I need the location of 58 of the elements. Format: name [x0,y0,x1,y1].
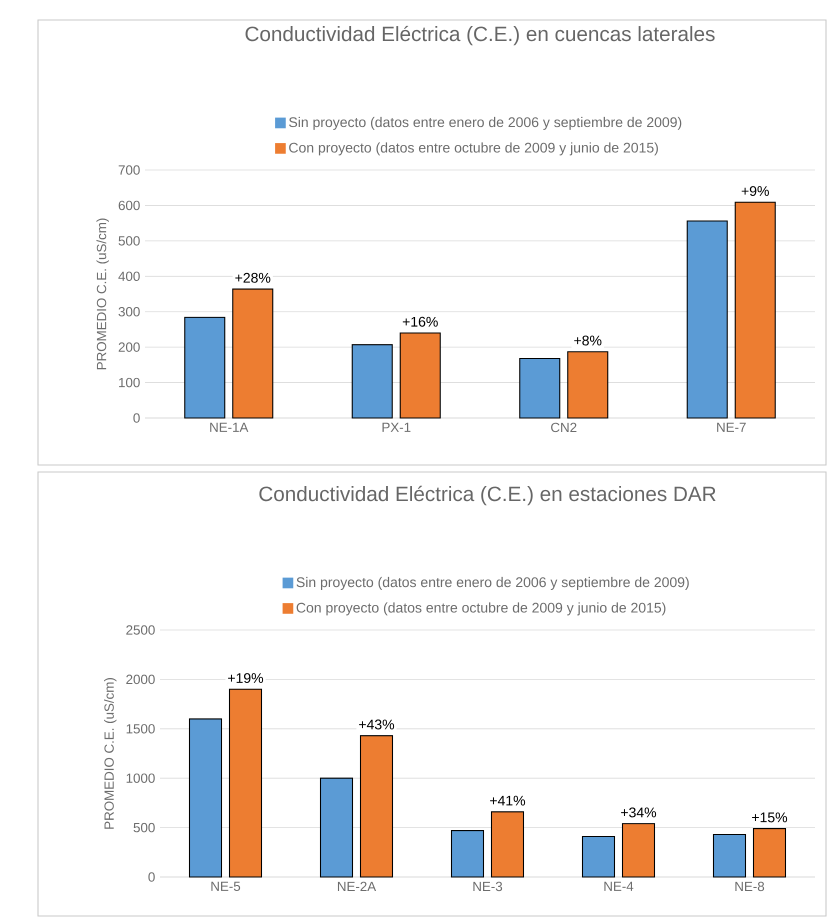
annotation: +16% [402,316,438,327]
y-tick-label: 1500 [126,724,155,734]
annotation: +43% [359,720,394,730]
annotation: +34% [621,807,656,818]
annotation: +9% [742,186,769,196]
y-tick-label: 400 [118,272,140,282]
bar [184,316,226,419]
bar [320,778,354,878]
annotation: +28% [235,272,270,283]
legend-label: Sin proyecto (datos entre enero de 2006 y septiembre de 2009) [289,116,682,130]
bar [567,351,608,419]
x-tick-label: NE-3 [473,882,502,892]
bar [360,735,394,878]
x-tick-label: NE-8 [735,882,764,892]
bar [450,830,484,878]
y-tick-label: 100 [119,378,140,388]
y-tick-label: 0 [133,413,140,423]
bar [734,202,776,419]
x-tick-label: PX-1 [382,422,410,432]
bar [582,836,616,878]
chart-title: Conductividad Eléctrica (C.E.) en cuencas laterales [246,26,715,46]
bar [228,688,262,878]
y-tick-label: 500 [118,236,140,246]
bar [622,823,656,878]
annotation: +15% [752,812,788,822]
legend-label: Sin proyecto (datos entre enero de 2006 y septiembre de 2009) [296,576,689,590]
x-tick-label: CN2 [551,422,576,432]
annotation: +8% [574,336,602,346]
y-tick-label: 2500 [126,625,155,635]
legend-label: Con proyecto (datos entre octubre de 2009 y junio de 2015) [289,142,658,156]
y-axis-title: PROMEDIO C.E. (uS/cm) [96,218,109,370]
y-tick-label: 300 [118,307,140,316]
y-tick-label: 600 [118,200,140,210]
bar [400,332,441,419]
x-tick-label: NE-1A [210,422,248,432]
bar [352,344,393,419]
bar [519,358,560,419]
annotation: +41% [490,796,526,806]
y-tick-label: 200 [118,342,140,352]
bar [752,828,786,878]
x-tick-label: NE-5 [211,882,240,892]
y-tick-label: 2000 [126,674,155,684]
annotation: +19% [228,673,264,684]
x-tick-label: NE-2A [338,882,376,892]
bar [490,811,524,878]
legend-label: Con proyecto (datos entre octubre de 2009 y junio de 2015) [296,602,666,616]
y-tick-label: 1000 [126,773,155,783]
chart-title: Conductividad Eléctrica (C.E.) en estaciones DAR [259,486,716,506]
y-tick-label: 500 [134,822,155,832]
y-axis-title: PROMEDIO C.E. (uS/cm) [104,678,116,829]
y-tick-label: 700 [118,165,140,175]
bar [712,834,746,878]
x-tick-label: NE-4 [604,882,634,891]
y-tick-label: 0 [148,872,155,882]
bar [188,718,222,878]
x-tick-label: NE-7 [717,422,746,432]
bar [232,288,274,419]
bar [686,220,728,419]
